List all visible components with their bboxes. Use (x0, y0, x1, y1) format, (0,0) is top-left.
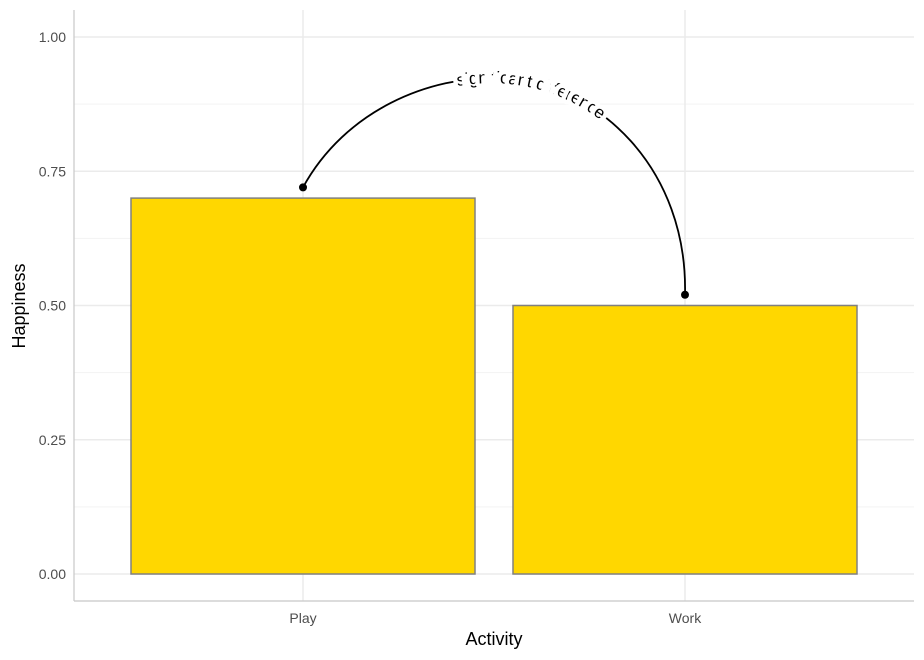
bar-play (130, 197, 476, 575)
y-tick-label: 1.00 (39, 29, 66, 45)
axes: 0.00 0.25 0.50 0.75 1.00 Play Work (39, 10, 914, 626)
y-tick-label: 0.75 (39, 163, 66, 179)
bars (130, 197, 858, 575)
y-axis-title: Happiness (9, 263, 29, 348)
bar-work (512, 304, 858, 575)
x-tick-label: Work (669, 610, 702, 626)
annotation-end-point (681, 290, 689, 299)
annotation-text: significant difference (451, 64, 614, 128)
annotation-start-point (299, 183, 307, 192)
y-tick-label: 0.25 (39, 432, 66, 448)
y-tick-label: 0.00 (39, 566, 66, 582)
x-tick-label: Play (289, 610, 316, 626)
x-axis-title: Activity (465, 629, 522, 649)
annotation-curve (302, 77, 686, 295)
annotation-label: significant difference (455, 68, 609, 123)
y-tick-label: 0.50 (39, 298, 66, 314)
